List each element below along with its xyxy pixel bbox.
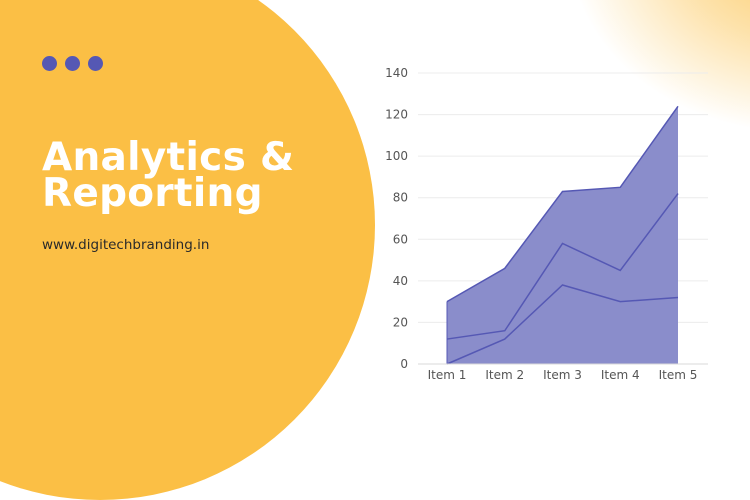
y-tick-label: 140 [385,66,408,80]
series-line-3 [446,105,679,303]
x-tick-label: Item 5 [659,368,698,382]
y-tick-label: 60 [393,232,408,246]
y-tick-label: 100 [385,149,408,163]
y-tick-label: 0 [400,357,408,371]
dots-decoration [42,56,103,71]
dot-icon [65,56,80,71]
x-tick-label: Item 3 [543,368,582,382]
y-tick-label: 80 [393,191,408,205]
page-title: Analytics & Reporting [42,138,294,213]
x-axis: Item 1 Item 2 Item 3 Item 4 Item 5 [428,368,698,382]
website-url: www.digitechbranding.in [42,237,210,253]
x-tick-label: Item 1 [428,368,467,382]
dot-icon [42,56,57,71]
series-line-1 [446,284,679,365]
x-tick-label: Item 2 [485,368,524,382]
title-line-2: Reporting [42,171,263,216]
area-fill [447,106,678,364]
y-tick-label: 120 [385,108,408,122]
dot-icon [88,56,103,71]
series-line-2 [446,193,679,340]
y-tick-label: 40 [393,274,408,288]
chart-areas [446,105,679,365]
y-axis: 0 20 40 60 80 100 120 140 [385,66,408,371]
title-line-1: Analytics & [42,135,295,180]
y-tick-label: 20 [393,315,408,329]
x-tick-label: Item 4 [601,368,640,382]
